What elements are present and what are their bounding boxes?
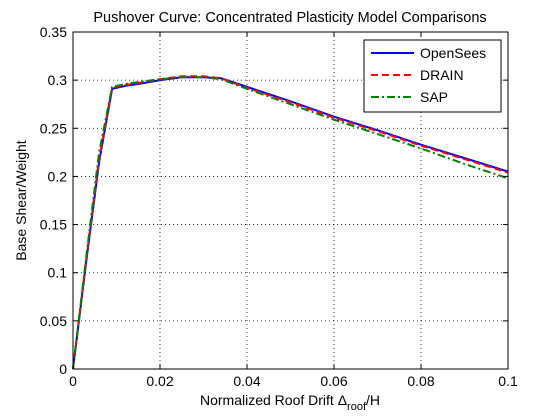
- x-tick-label: 0.06: [320, 373, 347, 389]
- y-tick-label: 0.25: [40, 120, 67, 136]
- y-tick-label: 0: [59, 361, 67, 377]
- x-axis-label-main: Normalized Roof Drift: [200, 392, 338, 408]
- series-line-sap: [72, 76, 509, 370]
- x-tick-label: 0: [69, 373, 77, 389]
- y-axis-label: Base Shear/Weight: [13, 140, 29, 260]
- axis-ticks: [72, 31, 509, 370]
- x-axis-label-suffix: /H: [366, 392, 380, 408]
- y-tick-label: 0.3: [48, 72, 68, 88]
- legend-label-opensees: OpenSees: [420, 45, 486, 61]
- x-axis-label-symbol: Δ: [338, 392, 347, 408]
- x-tick-label: 0.04: [233, 373, 260, 389]
- y-tick-label: 0.1: [48, 265, 68, 281]
- legend: OpenSees DRAIN SAP: [363, 39, 502, 113]
- x-tick-label: 0.08: [407, 373, 434, 389]
- x-tick-label: 0.02: [146, 373, 173, 389]
- chart-title: Pushover Curve: Concentrated Plasticity …: [93, 10, 486, 26]
- y-tick-label: 0.05: [40, 313, 67, 329]
- x-axis-label: Normalized Roof Drift Δroof/H: [200, 392, 380, 413]
- y-tick-label: 0.2: [48, 168, 68, 184]
- tick-labels: 0 0.02 0.04 0.06 0.08 0.1 0 0.05 0.1 0.15 0.2 0.25 0…: [40, 24, 518, 389]
- y-tick-label: 0.35: [40, 24, 67, 40]
- legend-label-sap: SAP: [420, 89, 448, 105]
- series-lines: [72, 75, 509, 370]
- plot-frame: [72, 31, 509, 370]
- legend-label-drain: DRAIN: [420, 67, 464, 83]
- y-tick-label: 0.15: [40, 217, 67, 233]
- x-tick-label: 0.1: [498, 373, 518, 389]
- x-axis-label-subscript: roof: [347, 401, 367, 413]
